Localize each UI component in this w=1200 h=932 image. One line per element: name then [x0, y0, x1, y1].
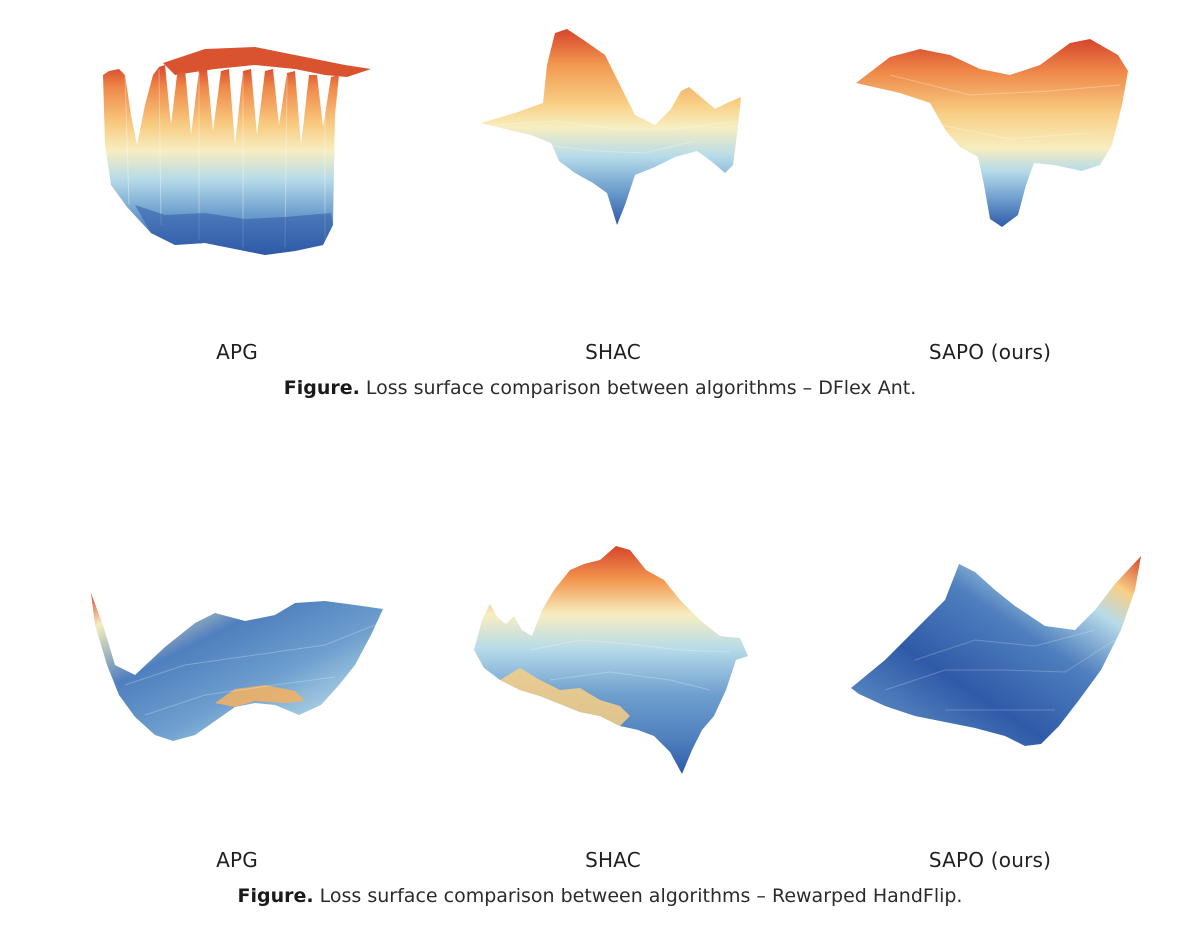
loss-surface-sapo-handflip [851, 556, 1141, 746]
panel-label-apg-bottom: APG [216, 848, 258, 872]
loss-surface-shac-handflip [474, 546, 748, 774]
panel-label-apg-top: APG [216, 340, 258, 364]
panel-label-shac-bottom: SHAC [585, 848, 641, 872]
loss-surface-shac-dflex-ant [481, 29, 741, 225]
loss-surface-apg-handflip [91, 593, 383, 741]
panel-label-sapo-top: SAPO (ours) [928, 340, 1052, 364]
caption-text: Loss surface comparison between algorith… [313, 885, 963, 907]
caption-text: Loss surface comparison between algorith… [359, 377, 917, 399]
panel-label-sapo-bottom: SAPO (ours) [928, 848, 1052, 872]
loss-surface-apg-dflex-ant [103, 47, 371, 255]
figure-caption-rewarped-handflip: Figure. Loss surface comparison between … [0, 884, 1200, 908]
figure-caption-dflex-ant: Figure. Loss surface comparison between … [0, 376, 1200, 400]
loss-surface-sapo-dflex-ant [856, 39, 1128, 227]
caption-figure-label: Figure. [283, 377, 360, 399]
caption-figure-label: Figure. [237, 885, 314, 907]
panel-label-shac-top: SHAC [585, 340, 641, 364]
